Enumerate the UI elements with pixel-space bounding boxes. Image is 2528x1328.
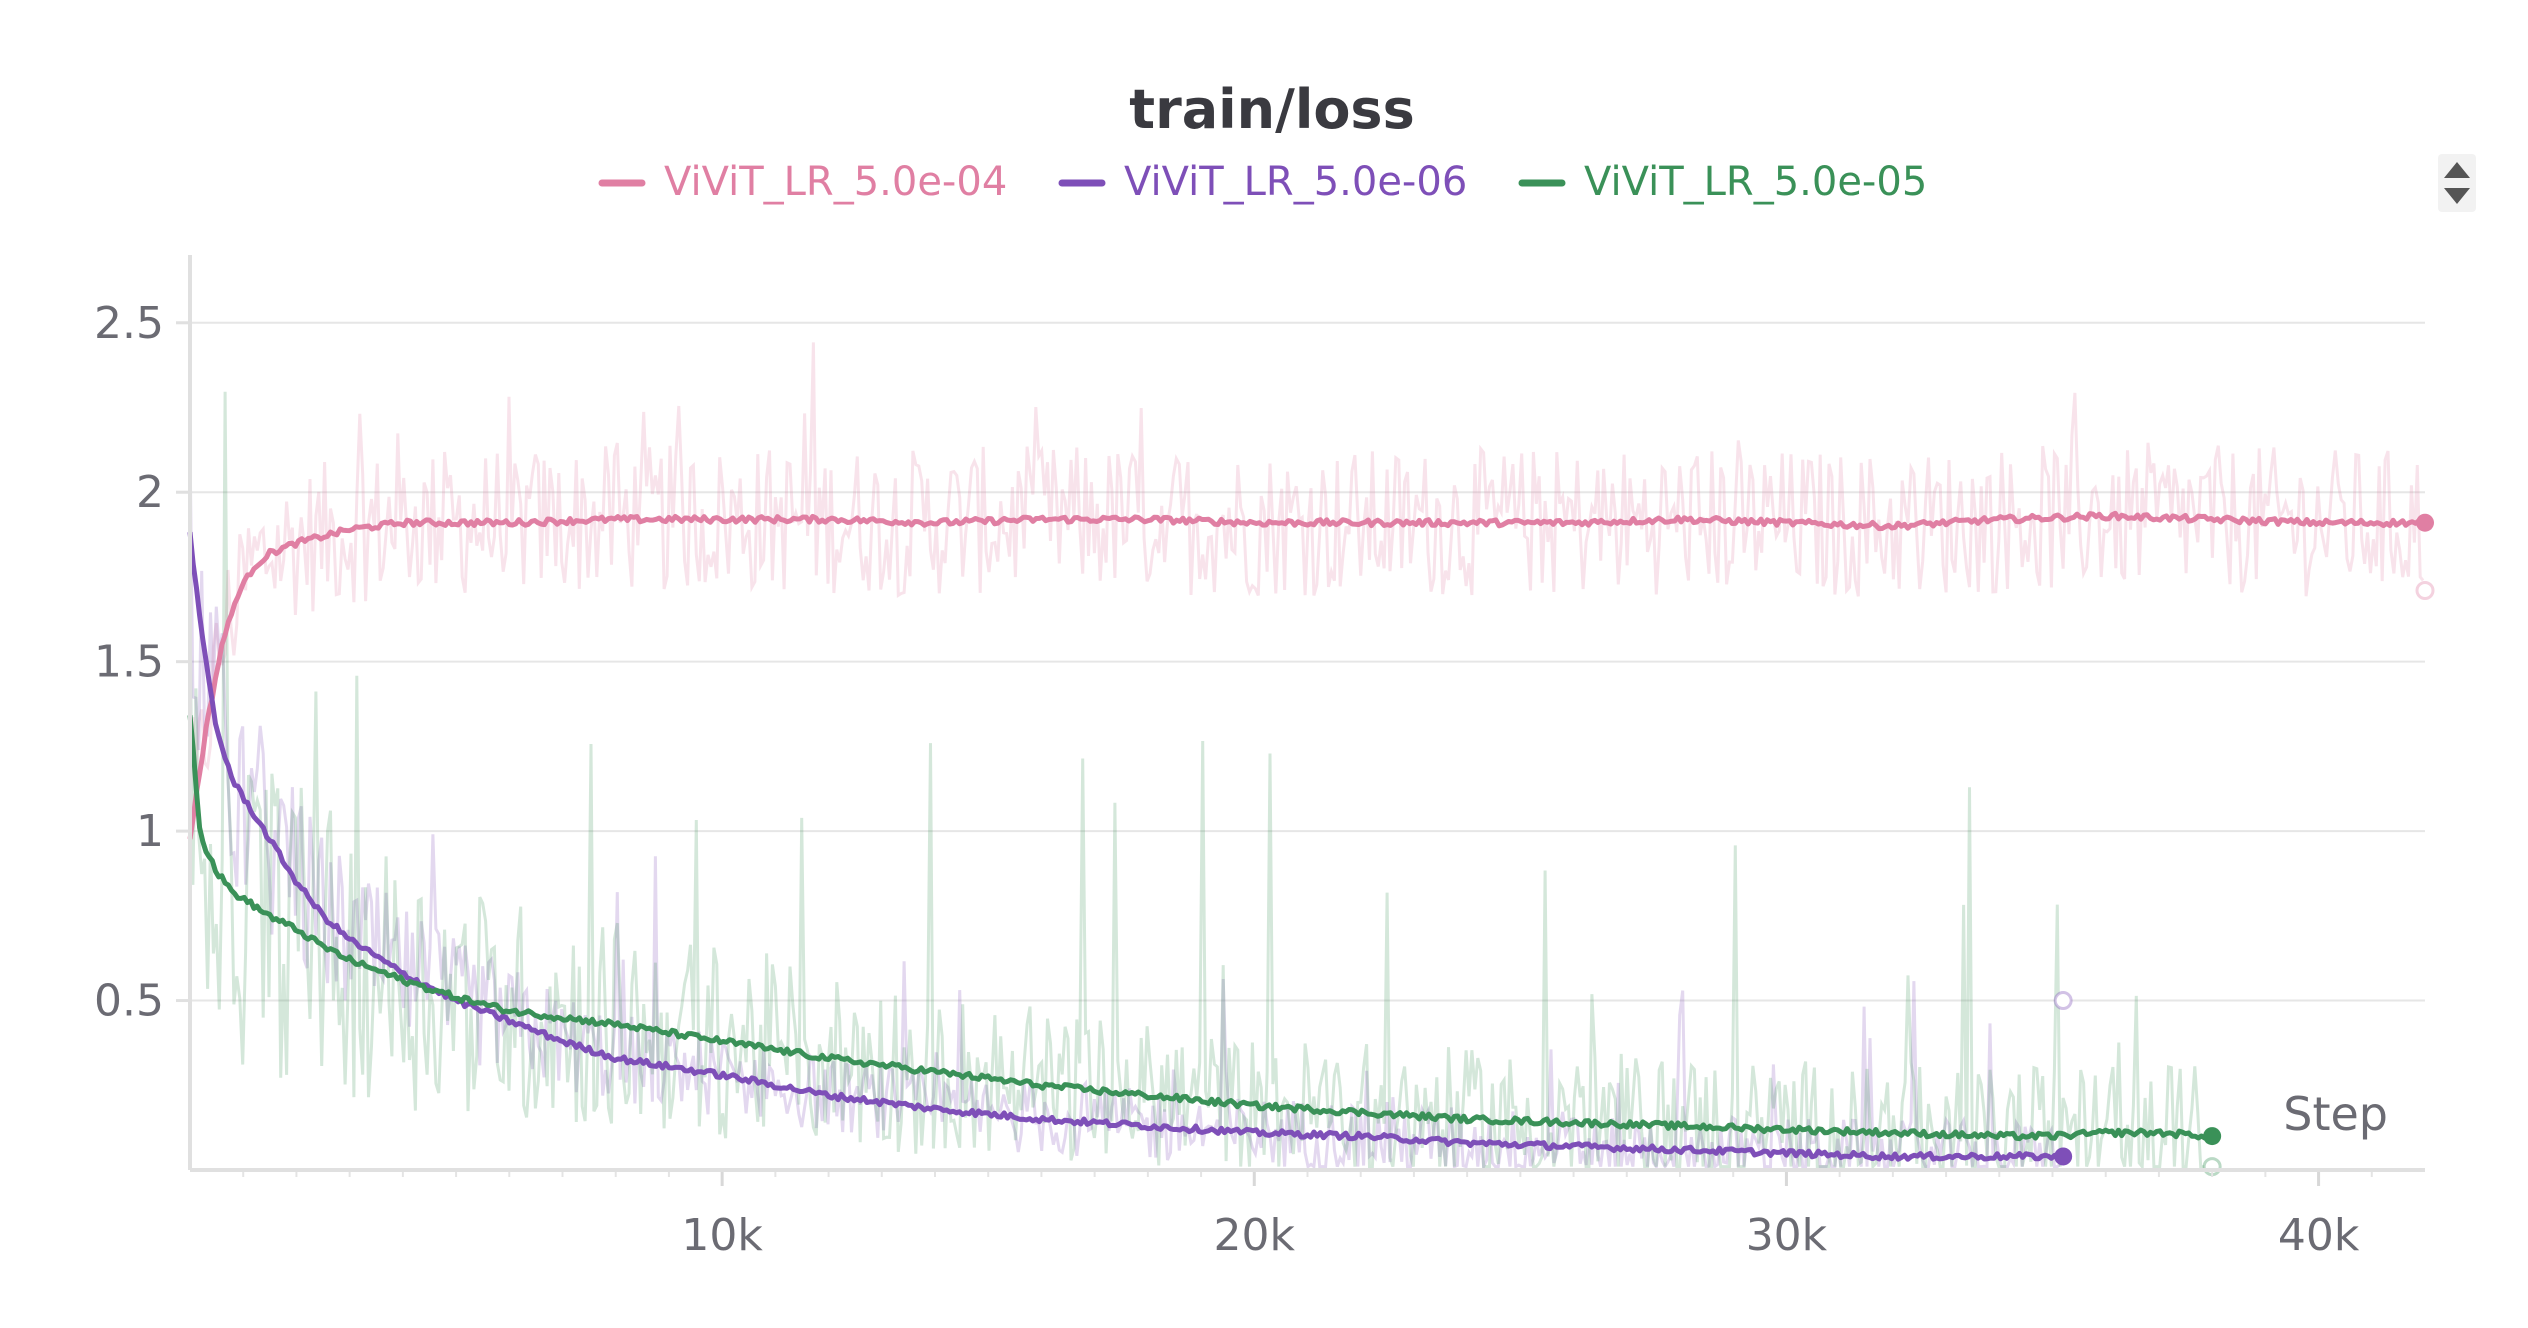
x-tick-label: 30k: [1746, 1210, 1828, 1261]
panel-options-icon[interactable]: [2438, 154, 2476, 212]
smoothed-series-line: [187, 531, 2065, 1162]
raw-series-line: [188, 391, 2210, 1171]
x-tick-label: 20k: [1214, 1210, 1296, 1261]
legend-item[interactable]: ViViT_LR_5.0e-04: [598, 159, 1007, 205]
grid: [190, 321, 2425, 1002]
legend-label: ViViT_LR_5.0e-06: [1124, 159, 1467, 205]
smoothed-series-line: [187, 715, 2215, 1142]
legend: ViViT_LR_5.0e-04 ViViT_LR_5.0e-06 ViViT_LR…: [598, 159, 1927, 205]
legend-label: ViViT_LR_5.0e-05: [1584, 159, 1927, 205]
axes: 0.5 1 1.5 2 2.5 10k 20k 30k 40k: [94, 255, 2425, 1261]
x-tick-label: 40k: [2278, 1210, 2360, 1261]
series-endpoint-marker: [2416, 513, 2434, 532]
x-axis-label: Step: [2283, 1087, 2388, 1141]
raw-endpoint-marker: [2053, 991, 2073, 1011]
legend-item[interactable]: ViViT_LR_5.0e-06: [1058, 159, 1467, 205]
series-endpoint-marker: [2203, 1127, 2222, 1146]
chart-title: train/loss: [1129, 78, 1414, 141]
y-tick-label: 2.5: [94, 298, 164, 349]
series-endpoint-marker: [2054, 1147, 2073, 1166]
raw-endpoint-marker: [2415, 581, 2435, 600]
legend-item[interactable]: ViViT_LR_5.0e-05: [1518, 159, 1927, 205]
raw-series-layer: [188, 342, 2425, 1173]
raw-series-line: [188, 342, 2425, 815]
legend-label: ViViT_LR_5.0e-04: [664, 159, 1007, 205]
smoothed-series-layer: [187, 510, 2435, 1177]
y-tick-label: 1: [136, 806, 164, 857]
y-tick-label: 1.5: [94, 637, 164, 688]
y-tick-label: 2: [136, 467, 164, 518]
x-tick-label: 10k: [681, 1210, 763, 1261]
y-tick-label: 0.5: [94, 976, 164, 1027]
smoothed-series-line: [187, 510, 2428, 840]
